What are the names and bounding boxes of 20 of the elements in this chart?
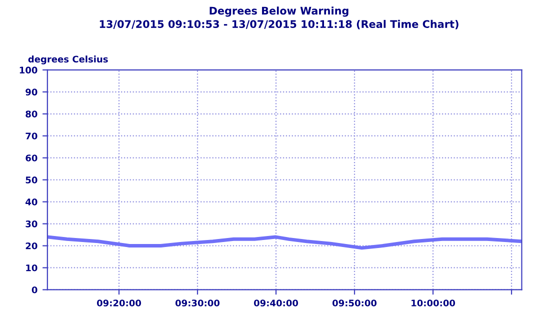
y-axis-title: degrees Celsius bbox=[28, 56, 108, 64]
y-tick-label: 10 bbox=[26, 264, 38, 272]
y-tick-label: 40 bbox=[26, 198, 38, 206]
y-tick-label: 70 bbox=[26, 132, 38, 140]
y-tick-label: 50 bbox=[26, 176, 38, 184]
y-tick-label: 100 bbox=[20, 66, 38, 74]
y-tick-label: 80 bbox=[26, 110, 38, 118]
y-tick-label: 90 bbox=[26, 88, 38, 96]
line-series bbox=[47, 235, 522, 250]
chart-subtitle: 13/07/2015 09:10:53 - 13/07/2015 10:11:18 (Real Time Chart) bbox=[100, 20, 458, 30]
x-tick-label: 09:30:00 bbox=[175, 300, 220, 306]
x-tick-label: 09:20:00 bbox=[96, 300, 142, 306]
y-tick-label: 0 bbox=[32, 286, 38, 294]
chart-title: Degrees Below Warning bbox=[210, 6, 348, 17]
x-tick-label: 10:00:00 bbox=[412, 300, 456, 306]
x-tick-label: 09:40:00 bbox=[254, 300, 298, 306]
y-tick-label: 30 bbox=[26, 220, 38, 228]
y-tick-label: 60 bbox=[26, 154, 38, 162]
y-tick-label: 20 bbox=[26, 242, 38, 250]
x-tick-label: 09:50:00 bbox=[332, 300, 377, 306]
